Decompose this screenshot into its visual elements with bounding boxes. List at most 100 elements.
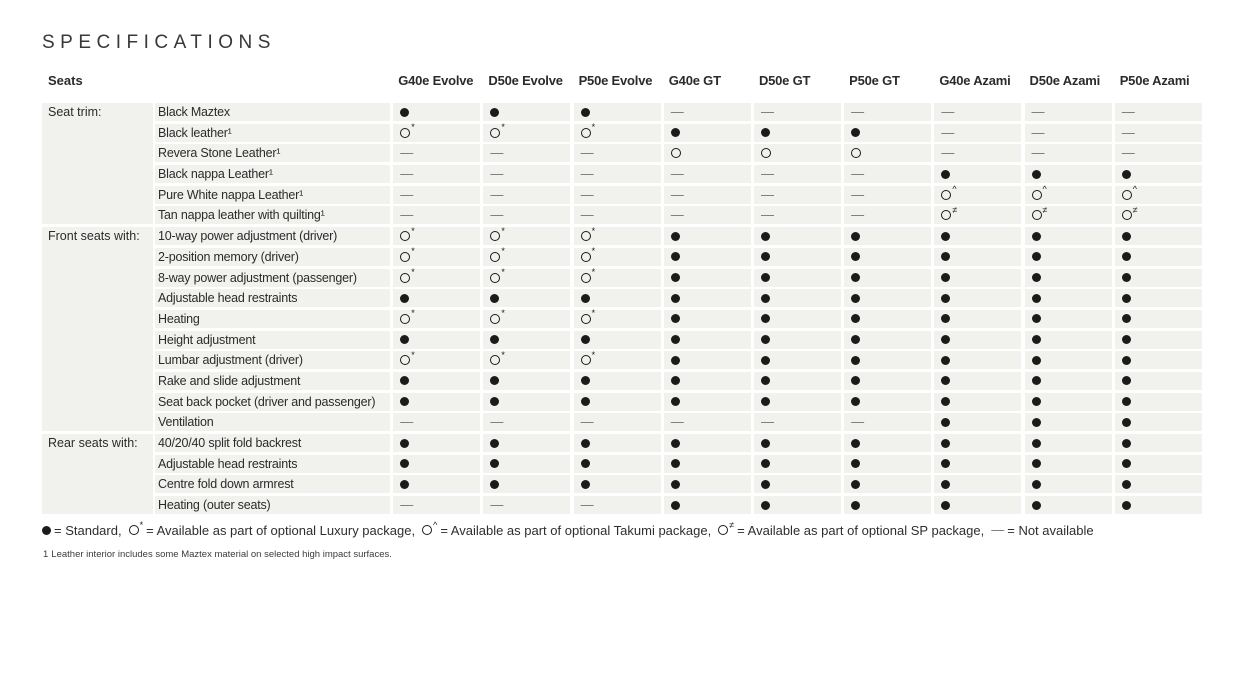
standard-icon (580, 438, 590, 448)
not-available-icon: — (400, 145, 414, 161)
spec-cell (393, 289, 481, 308)
standard-icon (670, 252, 680, 262)
luxury-package-option-icon: * (580, 123, 595, 138)
standard-icon (760, 438, 770, 448)
spec-cell: * (483, 309, 571, 328)
spec-cell (934, 309, 1022, 328)
spec-cell (483, 475, 571, 494)
spec-cell (844, 330, 932, 349)
not-available-icon: — (1031, 124, 1045, 140)
feature-label: 2-position memory (driver) (155, 247, 390, 266)
spec-cell (573, 454, 661, 473)
standard-icon (760, 355, 770, 365)
spec-cell (1024, 392, 1112, 411)
standard-icon (851, 355, 861, 365)
not-available-icon: — (851, 104, 865, 119)
standard-icon (1031, 273, 1041, 282)
spec-cell (663, 227, 751, 246)
spec-cell (934, 371, 1022, 390)
standard-icon (760, 335, 770, 345)
not-available-icon: — (851, 207, 865, 223)
table-row: 40/20/40 split fold backrest (153, 434, 1202, 452)
luxury-package-option-icon: * (580, 350, 595, 366)
luxury-package-option-icon: * (490, 309, 505, 324)
takumi-package-option-icon: ^ (1121, 185, 1137, 200)
spec-cell (1114, 351, 1202, 370)
standard-icon (760, 293, 770, 303)
spec-cell (1114, 268, 1202, 287)
standard-icon (580, 479, 590, 489)
spec-cell (753, 371, 841, 390)
standard-icon (760, 273, 770, 282)
spec-cell (663, 268, 751, 287)
spec-cell (1024, 165, 1112, 184)
spec-cell (934, 289, 1022, 308)
not-available-icon: — (670, 104, 684, 119)
spec-cell (1114, 434, 1202, 452)
spec-cell: — (393, 165, 481, 184)
standard-icon (1031, 376, 1041, 386)
spec-cell: — (483, 413, 571, 432)
spec-cell: * (573, 226, 661, 246)
standard-icon (941, 417, 951, 427)
standard-icon (1121, 459, 1131, 469)
takumi-package-option-icon: ^ (422, 520, 437, 535)
spec-cell: — (1024, 144, 1112, 163)
not-available-icon: — (1121, 145, 1135, 161)
standard-icon (1031, 438, 1041, 448)
luxury-package-option-icon: * (490, 268, 505, 283)
feature-label: Lumbar adjustment (driver) (155, 351, 390, 370)
standard-icon (760, 128, 770, 138)
spec-cell (1024, 289, 1112, 308)
spec-cell: — (483, 206, 571, 225)
legend-text: = Standard, (54, 522, 122, 538)
spec-cell: * (393, 226, 481, 246)
standard-icon (760, 314, 770, 324)
spec-cell (483, 434, 571, 452)
spec-cell: * (573, 123, 661, 142)
standard-icon (1031, 293, 1041, 303)
not-available-icon: — (580, 145, 594, 161)
spec-cell (753, 144, 841, 163)
standard-icon (670, 314, 680, 324)
standard-icon (1121, 355, 1131, 365)
spec-cell (753, 351, 841, 370)
spec-cell (934, 496, 1022, 515)
not-available-icon: — (851, 186, 865, 202)
spec-cell: — (483, 185, 571, 204)
standard-icon (941, 169, 951, 179)
standard-icon (1031, 417, 1041, 427)
optional-icon (670, 148, 681, 159)
standard-icon (490, 335, 500, 345)
standard-icon (580, 397, 590, 407)
standard-icon (670, 231, 680, 241)
spec-cell (934, 165, 1022, 184)
luxury-package-option-icon: * (400, 226, 415, 242)
standard-icon (1121, 293, 1131, 303)
not-available-icon: — (941, 124, 955, 140)
standard-icon (1121, 397, 1131, 407)
spec-cell (934, 454, 1022, 473)
not-available-icon: — (670, 186, 684, 202)
column-header: G40e GT (668, 73, 721, 88)
feature-label: Black Maztex (155, 103, 390, 121)
spec-cell (844, 144, 932, 163)
sp-package-option-icon: ≠ (1031, 205, 1047, 221)
spec-cell (844, 392, 932, 411)
standard-icon (1031, 479, 1041, 489)
standard-icon (670, 459, 680, 469)
spec-cell (1114, 413, 1202, 432)
not-available-icon: — (580, 414, 594, 430)
spec-cell: — (844, 185, 932, 204)
legend: = Standard, * = Available as part of optio… (42, 520, 1101, 539)
spec-cell (844, 289, 932, 308)
feature-label: Black leather¹ (155, 123, 390, 142)
spec-cell: * (393, 309, 481, 328)
standard-icon (941, 355, 951, 365)
sp-package-option-icon: ≠ (718, 520, 734, 535)
group-label: Seat trim: (42, 103, 153, 225)
spec-cell (393, 434, 481, 452)
standard-icon (760, 376, 770, 386)
spec-cell: — (663, 185, 751, 204)
standard-icon (1031, 231, 1041, 241)
